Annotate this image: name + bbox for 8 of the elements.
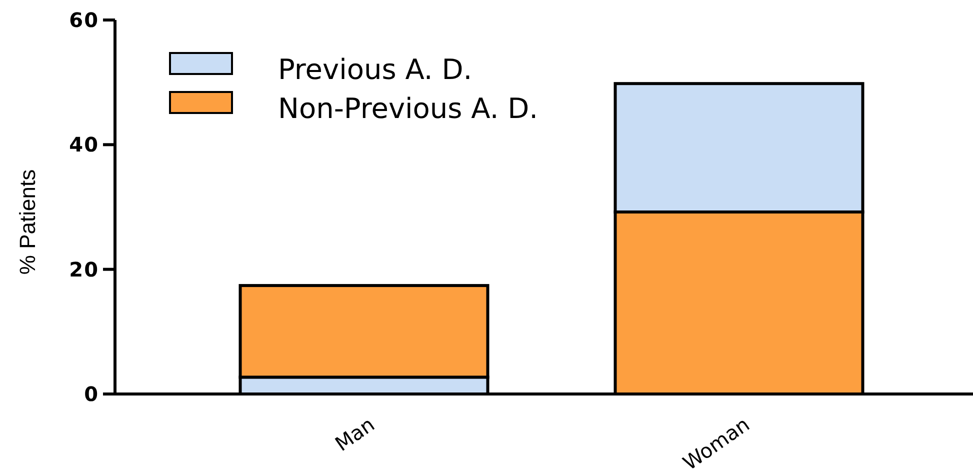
legend-label: Previous A. D. [278,53,472,86]
y-tick-label: 20 [69,257,99,282]
y-tick-label: 60 [69,8,99,32]
y-tick-label: 0 [84,382,99,406]
y-axis-title: % Patients [15,169,40,275]
legend-label: Non-Previous A. D. [278,92,538,125]
x-tick-label: Man [330,412,379,456]
y-tick-label: 40 [69,132,99,157]
